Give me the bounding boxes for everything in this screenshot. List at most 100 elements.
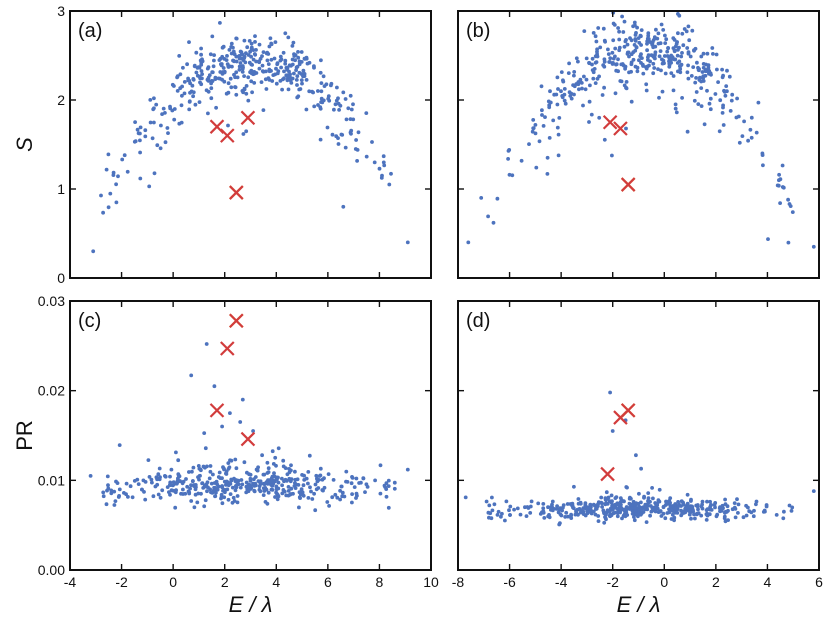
- data-point: [241, 132, 246, 136]
- data-point: [224, 472, 229, 476]
- data-point: [686, 76, 691, 81]
- data-point: [199, 52, 204, 57]
- data-point: [206, 65, 211, 69]
- red-cross-marker: [220, 341, 235, 356]
- data-point: [617, 45, 622, 50]
- data-point: [381, 154, 386, 159]
- data-point: [341, 204, 346, 209]
- data-point: [619, 508, 623, 513]
- data-point: [372, 160, 377, 165]
- data-point: [336, 136, 340, 141]
- data-point: [334, 98, 339, 103]
- data-point: [405, 240, 410, 245]
- panel-label: (c): [78, 310, 101, 332]
- data-point: [309, 489, 313, 494]
- data-point: [208, 469, 213, 474]
- data-point: [151, 494, 156, 499]
- data-point: [228, 76, 233, 81]
- data-point: [280, 87, 284, 92]
- data-point: [670, 504, 675, 508]
- data-point: [781, 516, 786, 521]
- data-point: [202, 431, 207, 435]
- data-point: [639, 43, 643, 47]
- data-point: [646, 55, 650, 60]
- data-point: [238, 49, 243, 54]
- data-point: [209, 481, 214, 486]
- data-point: [728, 109, 733, 113]
- data-point: [486, 214, 490, 219]
- data-point: [175, 74, 180, 79]
- data-point: [699, 86, 704, 90]
- data-point: [527, 142, 531, 147]
- data-point: [237, 67, 242, 72]
- data-point: [720, 67, 724, 72]
- data-point: [623, 39, 628, 44]
- data-point: [637, 491, 641, 496]
- data-point: [124, 481, 129, 486]
- data-point: [619, 62, 624, 67]
- panel-a-points: [91, 21, 410, 254]
- data-point: [325, 500, 330, 504]
- data-point: [692, 98, 697, 103]
- data-point: [204, 342, 209, 346]
- panel-label: (d): [466, 310, 490, 332]
- data-point: [720, 503, 725, 508]
- data-point: [247, 483, 252, 488]
- data-point: [240, 70, 245, 74]
- panel-label: (b): [466, 20, 490, 42]
- data-point: [608, 56, 613, 61]
- data-point: [696, 511, 701, 516]
- data-point: [224, 58, 229, 62]
- data-point: [662, 54, 667, 58]
- data-point: [159, 123, 163, 128]
- data-point: [777, 178, 781, 183]
- data-point: [597, 115, 602, 120]
- data-point: [528, 511, 533, 515]
- data-point: [632, 43, 637, 47]
- data-point: [596, 26, 601, 30]
- panel-c-frame: [69, 300, 432, 571]
- data-point: [194, 50, 199, 55]
- data-point: [288, 492, 292, 497]
- data-point: [550, 499, 555, 504]
- data-point: [114, 182, 118, 187]
- data-point: [112, 489, 117, 494]
- data-point: [676, 500, 680, 504]
- data-point: [580, 86, 584, 91]
- data-point: [238, 485, 243, 490]
- data-point: [711, 52, 715, 56]
- data-point: [680, 96, 684, 100]
- x-tick-label: 8: [376, 574, 384, 590]
- y-tick-label: 1: [57, 181, 65, 197]
- red-cross-marker-stroke: [240, 110, 256, 126]
- data-point: [313, 482, 318, 487]
- data-point: [613, 54, 617, 59]
- data-point: [689, 74, 694, 78]
- data-point: [247, 39, 252, 43]
- data-point: [281, 458, 286, 463]
- data-point: [656, 41, 661, 46]
- data-point: [603, 511, 608, 516]
- data-point: [688, 508, 692, 513]
- data-point: [220, 501, 225, 506]
- data-point: [373, 478, 377, 483]
- data-point: [258, 489, 263, 494]
- data-point: [186, 489, 191, 494]
- data-point: [99, 193, 103, 198]
- data-point: [654, 503, 659, 507]
- data-point: [555, 102, 560, 107]
- data-point: [318, 70, 323, 75]
- data-point: [724, 84, 729, 88]
- data-point: [364, 482, 369, 487]
- data-point: [696, 507, 700, 512]
- data-point: [686, 24, 691, 29]
- data-point: [651, 54, 656, 59]
- data-point: [656, 31, 661, 36]
- data-point: [226, 497, 231, 502]
- panel-c: -4 -2 0 2 4 6 8 10 0.00 0.01 0.02 0.03 (c) PR E / λ: [12, 293, 439, 617]
- data-point: [585, 509, 590, 513]
- data-point: [708, 96, 713, 101]
- data-point: [242, 74, 247, 78]
- data-point: [561, 503, 566, 507]
- panel-a: 0 1 2 3 (a) S: [12, 3, 432, 286]
